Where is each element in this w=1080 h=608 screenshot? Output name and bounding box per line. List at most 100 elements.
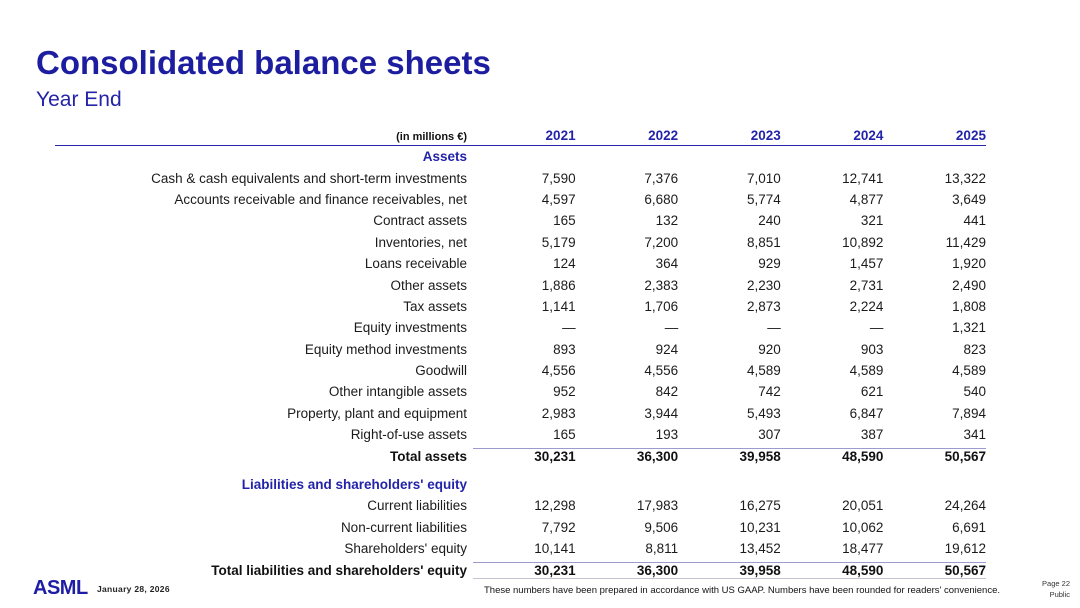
row-value: 13,322 — [944, 170, 986, 186]
row-values: — — — — 1,321 — [473, 320, 986, 335]
row-value: 7,376 — [644, 170, 679, 186]
row-value: 4,556 — [541, 363, 576, 379]
row-value: — — [767, 320, 781, 336]
row-value: 6,691 — [952, 519, 986, 535]
row-values: 952 842 742 621 540 — [473, 384, 986, 399]
row-value: 307 — [758, 427, 781, 443]
table-row: Inventories, net 5,179 7,200 8,851 10,892 11,… — [55, 232, 986, 253]
row-value: 4,877 — [849, 191, 884, 207]
year-header-2023: 2023 — [750, 128, 781, 143]
row-value: 5,179 — [541, 234, 576, 250]
row-label: Non-current liabilities — [340, 519, 467, 535]
row-value: 842 — [655, 384, 679, 400]
row-value: 10,141 — [534, 541, 576, 557]
row-value: 48,590 — [842, 562, 884, 578]
year-header-2024: 2024 — [853, 128, 884, 143]
table-row: Equity method investments 893 924 920 903 823 — [55, 339, 986, 360]
row-value: 12,298 — [534, 498, 576, 514]
row-value: 952 — [553, 384, 576, 400]
row-label: Right-of-use assets — [350, 427, 467, 443]
row-label: Inventories, net — [374, 234, 467, 250]
row-value: 2,873 — [746, 298, 781, 314]
table-body: Assets Cash & cash equivalents and short-… — [55, 146, 986, 581]
row-value: 17,983 — [636, 498, 679, 514]
row-label: Other assets — [390, 277, 467, 293]
row-value: 50,567 — [944, 562, 986, 578]
row-value: — — [869, 320, 884, 336]
row-value: 3,944 — [644, 405, 679, 421]
year-headers: 2021 2022 2023 2024 2025 — [473, 128, 986, 143]
row-value: 5,774 — [746, 191, 781, 207]
row-value: 1,886 — [541, 277, 576, 293]
row-value: 920 — [758, 341, 781, 357]
total-row: Total liabilities and shareholders' equi… — [55, 559, 986, 580]
row-value: 30,231 — [534, 449, 576, 465]
row-value: 132 — [655, 213, 679, 229]
row-value: — — [562, 320, 576, 336]
row-value: 924 — [655, 341, 679, 357]
row-values: 893 924 920 903 823 — [473, 342, 986, 357]
row-value: 36,300 — [636, 449, 679, 465]
row-values: 4,556 4,556 4,589 4,589 4,589 — [473, 363, 986, 378]
row-value: 1,920 — [952, 256, 986, 272]
row-value: 39,958 — [739, 449, 781, 465]
row-value: 50,567 — [944, 449, 986, 465]
row-value: 165 — [553, 427, 576, 443]
row-value: 193 — [655, 427, 679, 443]
row-label: Goodwill — [415, 363, 467, 379]
row-value: 621 — [860, 384, 884, 400]
row-label: Cash & cash equivalents and short-term i… — [151, 170, 467, 186]
row-value: 4,556 — [644, 363, 679, 379]
row-value: 1,706 — [644, 298, 679, 314]
row-values: 10,141 8,811 13,452 18,477 19,612 — [473, 541, 986, 556]
table-row: Other assets 1,886 2,383 2,230 2,731 2,490 — [55, 274, 986, 295]
page-title: Consolidated balance sheets — [36, 44, 491, 81]
row-value: 48,590 — [842, 449, 884, 465]
row-value: 165 — [553, 213, 576, 229]
row-value: 441 — [963, 213, 986, 229]
year-header-2021: 2021 — [545, 128, 576, 143]
row-label: Other intangible assets — [328, 384, 467, 400]
table-row: Current liabilities 12,298 17,983 16,275 20,… — [55, 495, 986, 516]
row-values: 5,179 7,200 8,851 10,892 11,429 — [473, 235, 986, 250]
balance-sheet-table: (in millions €) 2021 2022 2023 2024 2025… — [55, 122, 986, 581]
row-value: 5,493 — [746, 405, 781, 421]
table-row: Accounts receivable and finance receivab… — [55, 189, 986, 210]
section-header-label: Assets — [422, 149, 467, 165]
row-value: 20,051 — [842, 498, 884, 514]
row-values: 30,231 36,300 39,958 48,590 50,567 — [473, 448, 986, 464]
page-number: Page 22 — [1042, 579, 1070, 588]
row-value: 4,589 — [849, 363, 884, 379]
row-value: 1,141 — [541, 298, 576, 314]
row-value: 7,200 — [644, 234, 679, 250]
year-header-2025: 2025 — [955, 128, 986, 143]
row-label: Current liabilities — [367, 498, 467, 514]
table-row: Right-of-use assets 165 193 307 387 341 — [55, 424, 986, 445]
row-value: 364 — [655, 256, 679, 272]
table-row: Cash & cash equivalents and short-term i… — [55, 167, 986, 188]
row-value: 4,589 — [746, 363, 781, 379]
row-value: 16,275 — [739, 498, 781, 514]
row-value: 6,847 — [849, 405, 884, 421]
row-value: 10,062 — [842, 519, 884, 535]
classification-label: Public — [1049, 589, 1070, 599]
row-value: 2,383 — [644, 277, 679, 293]
row-value: 1,808 — [952, 298, 986, 314]
row-label: Contract assets — [373, 213, 467, 229]
row-value: 4,597 — [541, 191, 576, 207]
row-value: 10,892 — [842, 234, 884, 250]
row-label: Accounts receivable and finance receivab… — [174, 191, 467, 207]
section-header-label: Liabilities and shareholders' equity — [241, 477, 467, 493]
total-row: Total assets 30,231 36,300 39,958 48,590 50,5… — [55, 445, 986, 466]
row-value: 19,612 — [944, 541, 986, 557]
row-label: Equity investments — [353, 320, 467, 336]
footer-disclaimer: These numbers have been prepared in acco… — [483, 585, 1000, 596]
row-value: 2,230 — [746, 277, 781, 293]
table-row: Tax assets 1,141 1,706 2,873 2,224 1,808 — [55, 296, 986, 317]
section-header: Assets — [55, 146, 986, 167]
row-value: 8,851 — [746, 234, 781, 250]
footer-page-info: Page 22 Public — [1042, 579, 1070, 600]
row-values: 12,298 17,983 16,275 20,051 24,264 — [473, 498, 986, 513]
row-value: 387 — [860, 427, 884, 443]
